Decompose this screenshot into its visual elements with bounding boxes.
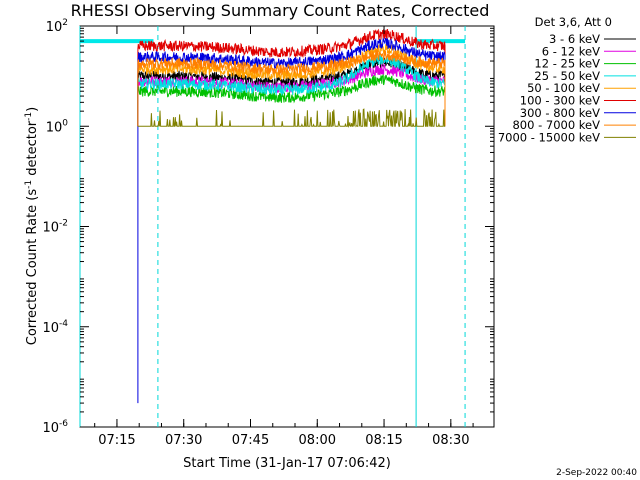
legend-label-3: 25 - 50 keV bbox=[534, 69, 600, 83]
y-tick-label-4: 10-6 bbox=[42, 419, 68, 436]
x-tick-label-1: 07:30 bbox=[165, 433, 202, 448]
legend-header: Det 3,6, Att 0 bbox=[535, 15, 612, 29]
x-tick-label-0: 07:15 bbox=[98, 433, 135, 448]
legend-label-7: 800 - 7000 keV bbox=[512, 118, 600, 132]
chart-title: RHESSI Observing Summary Count Rates, Co… bbox=[71, 1, 490, 20]
series-line-8 bbox=[137, 108, 445, 128]
legend-label-4: 50 - 100 keV bbox=[527, 81, 600, 95]
x-axis-label: Start Time (31-Jan-17 07:06:42) bbox=[183, 456, 391, 471]
x-tick-label-3: 08:00 bbox=[299, 433, 336, 448]
data-layer bbox=[79, 26, 466, 427]
y-axis-label-exponent: -1 bbox=[24, 180, 34, 189]
x-tick-label-2: 07:45 bbox=[232, 433, 269, 448]
y-axis-label-main: Corrected Count Rate (s bbox=[25, 189, 40, 346]
legend-label-6: 300 - 800 keV bbox=[520, 106, 600, 120]
y-axis-label-exponent-2: -1 bbox=[24, 112, 34, 121]
legend-label-5: 100 - 300 keV bbox=[520, 94, 600, 108]
series-line-2 bbox=[137, 74, 446, 127]
series-line-6 bbox=[137, 37, 446, 404]
y-axis-label-close: ) bbox=[25, 107, 40, 112]
timestamp: 2-Sep-2022 00:40 bbox=[556, 468, 637, 478]
x-axis: 07:15 07:30 07:45 08:00 08:15 08:30 bbox=[94, 26, 474, 448]
y-tick-label-2: 10-2 bbox=[42, 219, 68, 236]
legend-label-2: 12 - 25 keV bbox=[534, 57, 600, 71]
series-line-5 bbox=[137, 28, 446, 127]
y-tick-label-3: 10-4 bbox=[42, 319, 68, 336]
y-axis-label-unit: detector bbox=[25, 120, 40, 180]
x-tick-label-4: 08:15 bbox=[365, 433, 402, 448]
series-line-3 bbox=[137, 54, 446, 127]
y-tick-label-1: 100 bbox=[46, 118, 69, 135]
legend-label-1: 6 - 12 keV bbox=[542, 44, 600, 58]
x-tick-label-5: 08:30 bbox=[432, 433, 469, 448]
y-axis-label: Corrected Count Rate (s-1 detector-1) bbox=[24, 107, 40, 345]
legend-label-8: 7000 - 15000 keV bbox=[498, 130, 600, 144]
y-tick-label-0: 102 bbox=[46, 18, 68, 35]
y-axis: 102 100 10-2 10-4 10-6 bbox=[42, 18, 494, 436]
legend-label-0: 3 - 6 keV bbox=[549, 32, 600, 46]
series-line-7 bbox=[137, 49, 446, 127]
